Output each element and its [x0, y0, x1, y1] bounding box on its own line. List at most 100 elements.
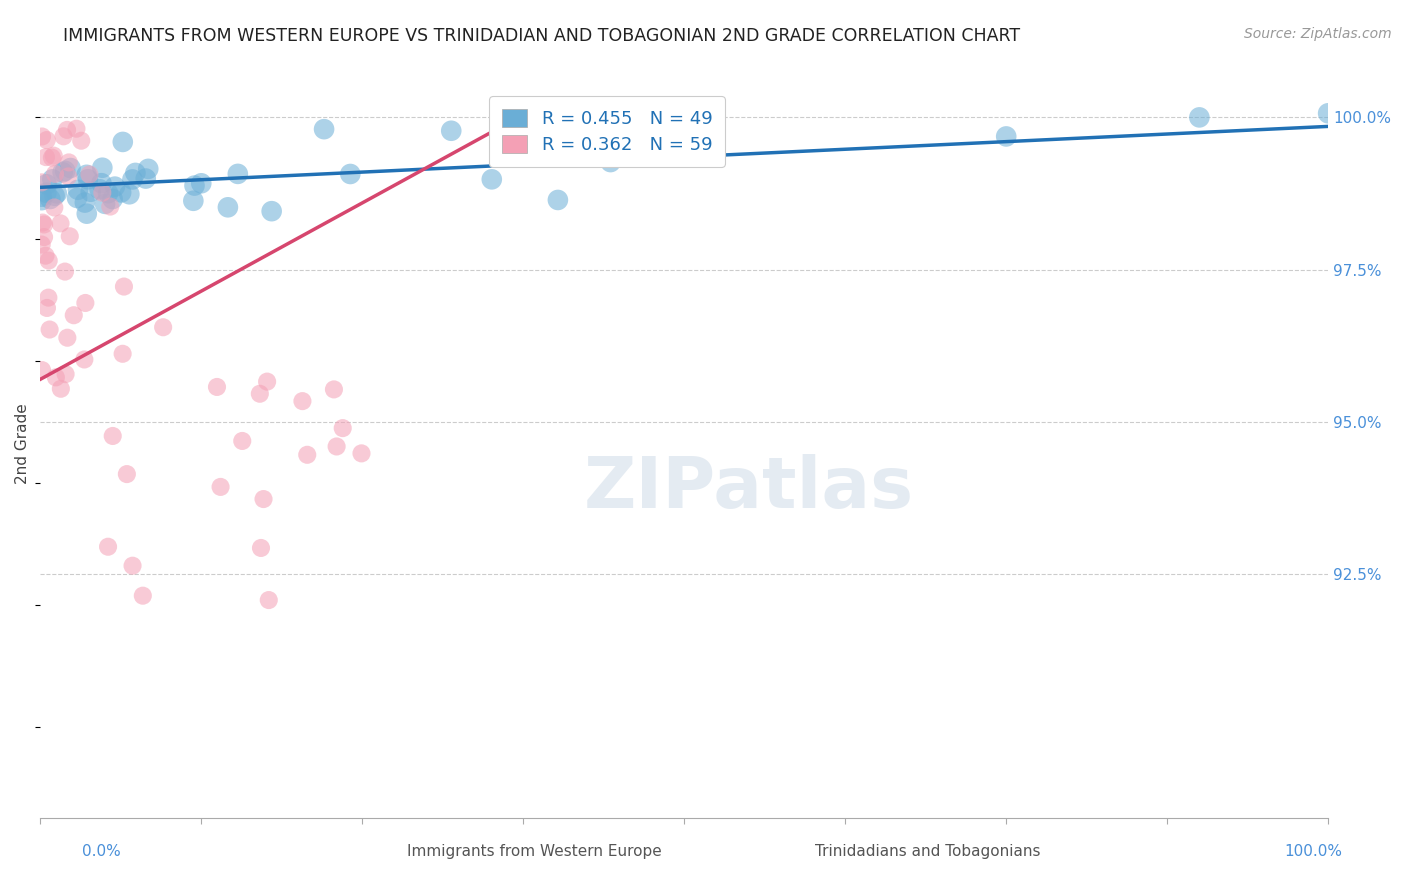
Text: ZIPatlas: ZIPatlas	[583, 454, 914, 523]
Point	[59, 161, 82, 175]
Point	[32, 218, 55, 232]
Point	[37, 291, 59, 305]
Point	[111, 135, 134, 149]
Point	[995, 129, 1018, 144]
Point	[79, 168, 101, 182]
Point	[55, 367, 77, 381]
Legend: R = 0.455   N = 49, R = 0.362   N = 59: R = 0.455 N = 49, R = 0.362 N = 59	[489, 96, 725, 167]
Point	[152, 320, 174, 334]
Point	[585, 140, 607, 154]
Point	[124, 166, 146, 180]
Point	[98, 200, 121, 214]
Point	[80, 185, 103, 199]
Point	[132, 589, 155, 603]
Point	[112, 279, 135, 293]
Text: Immigrants from Western Europe: Immigrants from Western Europe	[406, 845, 662, 859]
Point	[53, 164, 76, 178]
Point	[41, 151, 63, 165]
Point	[42, 148, 65, 162]
Point	[49, 382, 72, 396]
Point	[252, 491, 274, 506]
Point	[205, 380, 228, 394]
Point	[101, 429, 124, 443]
Point	[440, 124, 463, 138]
Point	[32, 230, 55, 244]
Point	[256, 375, 278, 389]
Point	[97, 186, 120, 201]
Point	[35, 150, 58, 164]
Point	[97, 540, 120, 554]
Point	[350, 446, 373, 460]
Point	[249, 386, 271, 401]
Point	[76, 207, 98, 221]
Point	[58, 155, 80, 169]
Point	[31, 129, 53, 144]
Point	[332, 421, 354, 435]
Point	[312, 122, 335, 136]
Point	[62, 308, 84, 322]
Point	[190, 176, 212, 190]
Point	[89, 182, 111, 196]
Text: 0.0%: 0.0%	[82, 845, 121, 859]
Point	[52, 129, 75, 144]
Point	[110, 186, 132, 200]
Point	[45, 186, 67, 201]
Point	[121, 172, 143, 186]
Point	[77, 172, 100, 186]
Point	[183, 194, 205, 208]
Point	[45, 370, 67, 384]
Point	[73, 352, 96, 367]
Text: IMMIGRANTS FROM WESTERN EUROPE VS TRINIDADIAN AND TOBAGONIAN 2ND GRADE CORRELATI: IMMIGRANTS FROM WESTERN EUROPE VS TRINID…	[63, 27, 1021, 45]
Point	[35, 178, 58, 192]
Point	[297, 448, 319, 462]
Point	[547, 193, 569, 207]
Point	[66, 191, 89, 205]
Point	[35, 301, 58, 315]
Point	[90, 176, 112, 190]
Point	[481, 172, 503, 186]
Point	[136, 161, 159, 176]
Point	[31, 190, 53, 204]
Point	[44, 188, 66, 202]
Point	[76, 168, 98, 182]
Point	[56, 331, 79, 345]
Point	[91, 161, 114, 175]
Point	[65, 121, 87, 136]
Point	[226, 167, 249, 181]
Point	[339, 167, 361, 181]
Point	[1188, 111, 1211, 125]
Point	[58, 169, 80, 184]
Point	[1317, 106, 1340, 120]
Point	[44, 167, 66, 181]
Point	[75, 296, 97, 310]
Point	[231, 434, 253, 448]
Text: 100.0%: 100.0%	[1285, 845, 1343, 859]
Point	[121, 558, 143, 573]
Point	[599, 155, 621, 169]
Point	[38, 322, 60, 336]
Text: Trinidadians and Tobagonians: Trinidadians and Tobagonians	[815, 845, 1040, 859]
Point	[118, 187, 141, 202]
Point	[31, 216, 53, 230]
Point	[38, 253, 60, 268]
Point	[325, 440, 347, 454]
Point	[41, 172, 63, 186]
Point	[70, 134, 93, 148]
Point	[39, 192, 62, 206]
Point	[35, 133, 58, 147]
Y-axis label: 2nd Grade: 2nd Grade	[15, 403, 30, 483]
Point	[31, 175, 53, 189]
Point	[53, 264, 76, 278]
Point	[73, 195, 96, 210]
Point	[31, 237, 53, 252]
Point	[31, 193, 53, 207]
Point	[579, 120, 602, 135]
Point	[323, 383, 346, 397]
Text: Source: ZipAtlas.com: Source: ZipAtlas.com	[1244, 27, 1392, 41]
Point	[31, 363, 53, 377]
Point	[34, 249, 56, 263]
Point	[49, 216, 72, 230]
Point	[101, 192, 124, 206]
Point	[291, 394, 314, 409]
Point	[217, 200, 239, 214]
